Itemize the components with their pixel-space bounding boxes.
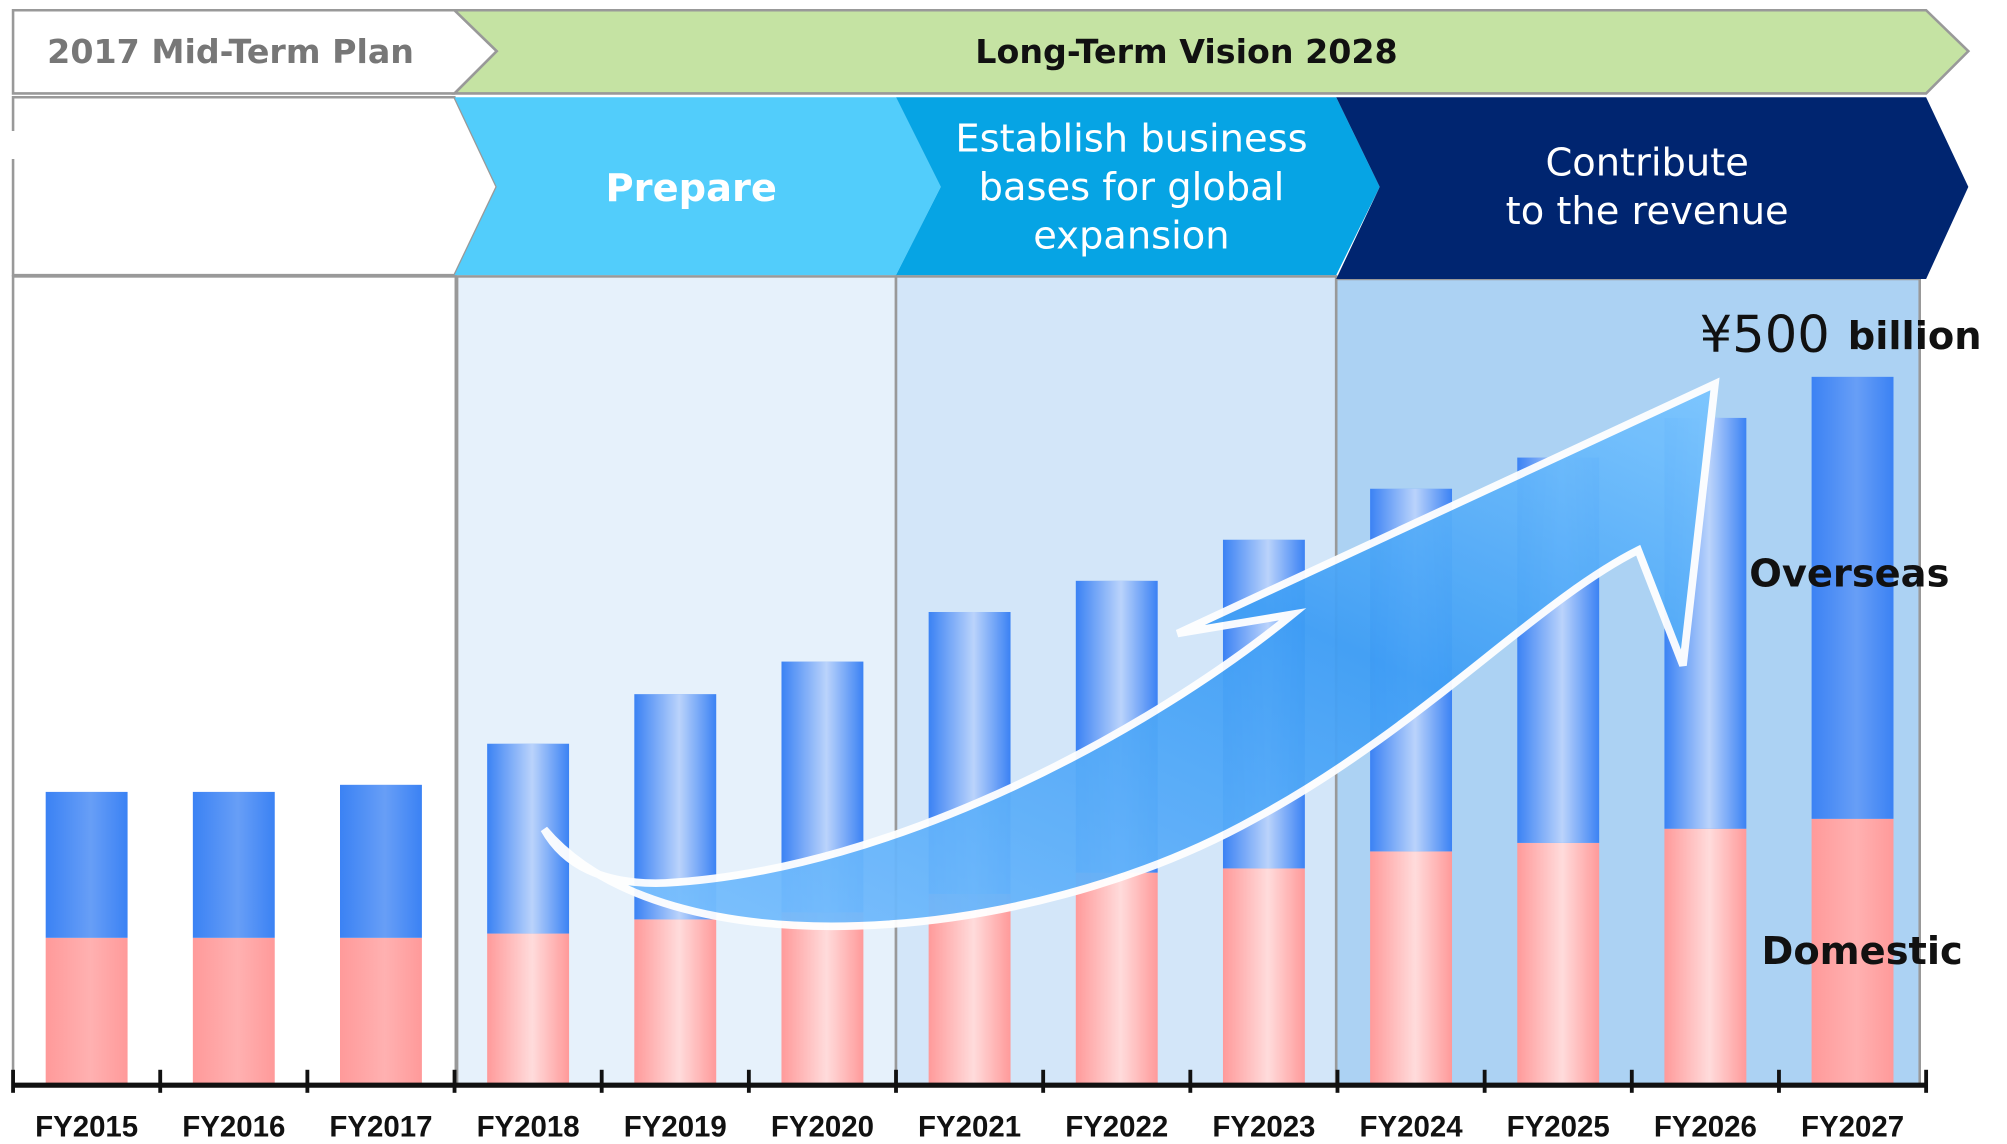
phase-box xyxy=(1336,97,1969,279)
phase-label: business size/area xyxy=(31,206,429,251)
x-tick-label: FY2027 xyxy=(1801,1110,1904,1143)
x-tick-label: FY2024 xyxy=(1360,1110,1464,1143)
legend-label: Domestic xyxy=(1761,929,1962,974)
phase-label: Establish business xyxy=(955,116,1307,161)
phase-label: bases for global xyxy=(979,165,1285,210)
bar-shine xyxy=(45,791,128,938)
total-unit: billion xyxy=(1848,313,1982,358)
vision-arrow xyxy=(451,8,1971,95)
bar-shine xyxy=(1075,872,1158,1086)
total-value: ¥500 xyxy=(1700,305,1830,365)
x-tick-label: FY2025 xyxy=(1507,1110,1610,1143)
x-tick-label: FY2021 xyxy=(918,1110,1021,1143)
phase-box xyxy=(454,97,941,276)
phase-label: by expanding xyxy=(84,165,377,210)
bar-shine xyxy=(340,784,422,938)
bar-shine xyxy=(487,933,570,1086)
phase-label: Prepare xyxy=(606,166,777,211)
bar-shine xyxy=(781,912,864,1086)
bar-shine xyxy=(928,893,1011,1086)
bar-shine xyxy=(1811,376,1894,819)
phase-label: Contribute xyxy=(1545,141,1748,186)
phase-label: to the revenue xyxy=(1506,189,1789,234)
bar-shine xyxy=(1664,828,1747,1086)
x-tick-label: FY2020 xyxy=(771,1110,874,1143)
x-tick-label: FY2018 xyxy=(477,1110,580,1143)
bar-shine xyxy=(340,937,422,1086)
phase-label: Enhance profitability xyxy=(5,124,457,169)
phase-label: expansion xyxy=(1033,214,1229,259)
bar-shine xyxy=(1370,851,1453,1086)
legend-label: Overseas xyxy=(1749,551,1949,596)
total-annotation: ¥500 billion xyxy=(1700,305,1982,365)
bar-shine xyxy=(634,919,717,1086)
x-tick-label: FY2022 xyxy=(1065,1110,1168,1143)
bar-shine xyxy=(192,791,275,938)
x-tick-label: FY2016 xyxy=(182,1110,285,1143)
phase-box xyxy=(896,97,1380,276)
vision-label: Long-Term Vision 2028 xyxy=(975,32,1397,71)
x-tick-label: FY2015 xyxy=(35,1110,138,1143)
bar-shine xyxy=(1517,842,1600,1086)
bar-shine xyxy=(192,937,275,1086)
x-tick-label: FY2019 xyxy=(624,1110,727,1143)
bar-shine xyxy=(1811,818,1894,1086)
growth-arrow xyxy=(540,377,1720,931)
x-tick-label: FY2017 xyxy=(329,1110,432,1143)
plan-label: 2017 Mid-Term Plan xyxy=(47,32,414,71)
x-tick-label: FY2026 xyxy=(1654,1110,1757,1143)
bar-shine xyxy=(45,937,128,1086)
bar-shine xyxy=(1222,868,1305,1086)
x-tick-label: FY2023 xyxy=(1212,1110,1315,1143)
